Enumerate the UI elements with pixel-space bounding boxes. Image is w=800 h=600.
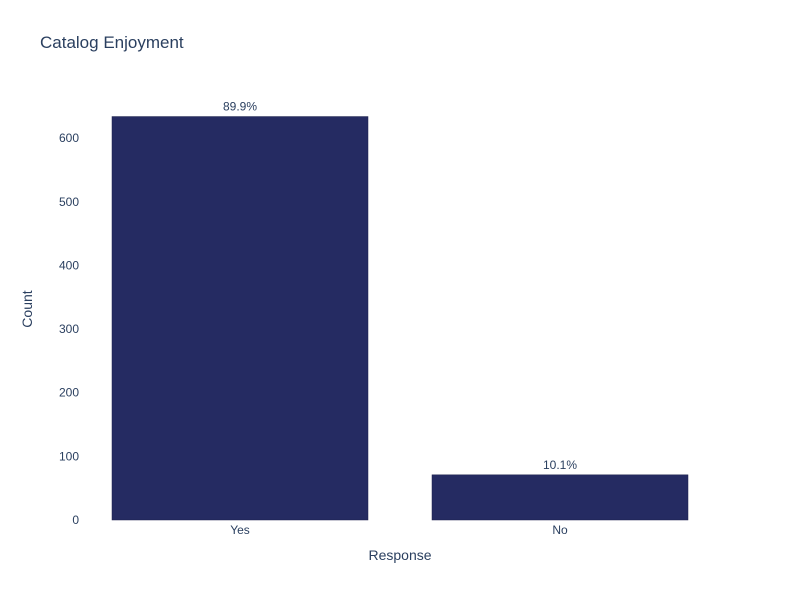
bars-group [111,116,689,521]
y-tick-label: 400 [59,258,79,272]
y-tick-label: 300 [59,322,79,336]
x-tick-label: No [552,523,568,537]
y-tick-label: 600 [59,131,79,145]
x-axis-title: Response [368,547,431,563]
y-tick-label: 200 [59,386,79,400]
y-axis-ticks: 0 100 200 300 400 500 600 [59,131,79,527]
bar-data-label: 10.1% [543,458,577,472]
x-tick-label: Yes [230,523,250,537]
x-axis-ticks: Yes No [230,523,568,537]
y-axis-title: Count [19,290,35,327]
bar-yes[interactable] [111,116,369,521]
y-tick-label: 0 [72,513,79,527]
bar-data-label: 89.9% [223,100,257,114]
bar-data-labels: 89.9% 10.1% [223,100,577,472]
bar-no[interactable] [431,474,689,521]
y-tick-label: 100 [59,449,79,463]
chart-title: Catalog Enjoyment [40,33,184,52]
y-tick-label: 500 [59,195,79,209]
